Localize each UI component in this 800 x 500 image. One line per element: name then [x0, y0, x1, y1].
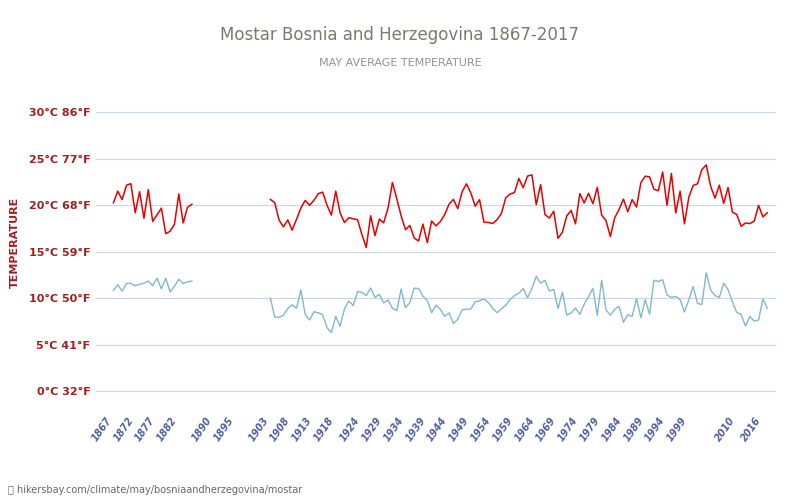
Y-axis label: TEMPERATURE: TEMPERATURE	[10, 197, 20, 288]
Text: MAY AVERAGE TEMPERATURE: MAY AVERAGE TEMPERATURE	[318, 58, 482, 68]
Text: Mostar Bosnia and Herzegovina 1867-2017: Mostar Bosnia and Herzegovina 1867-2017	[221, 26, 579, 44]
Text: 📍 hikersbay.com/climate/may/bosniaandherzegovina/mostar: 📍 hikersbay.com/climate/may/bosniaandher…	[8, 485, 302, 495]
